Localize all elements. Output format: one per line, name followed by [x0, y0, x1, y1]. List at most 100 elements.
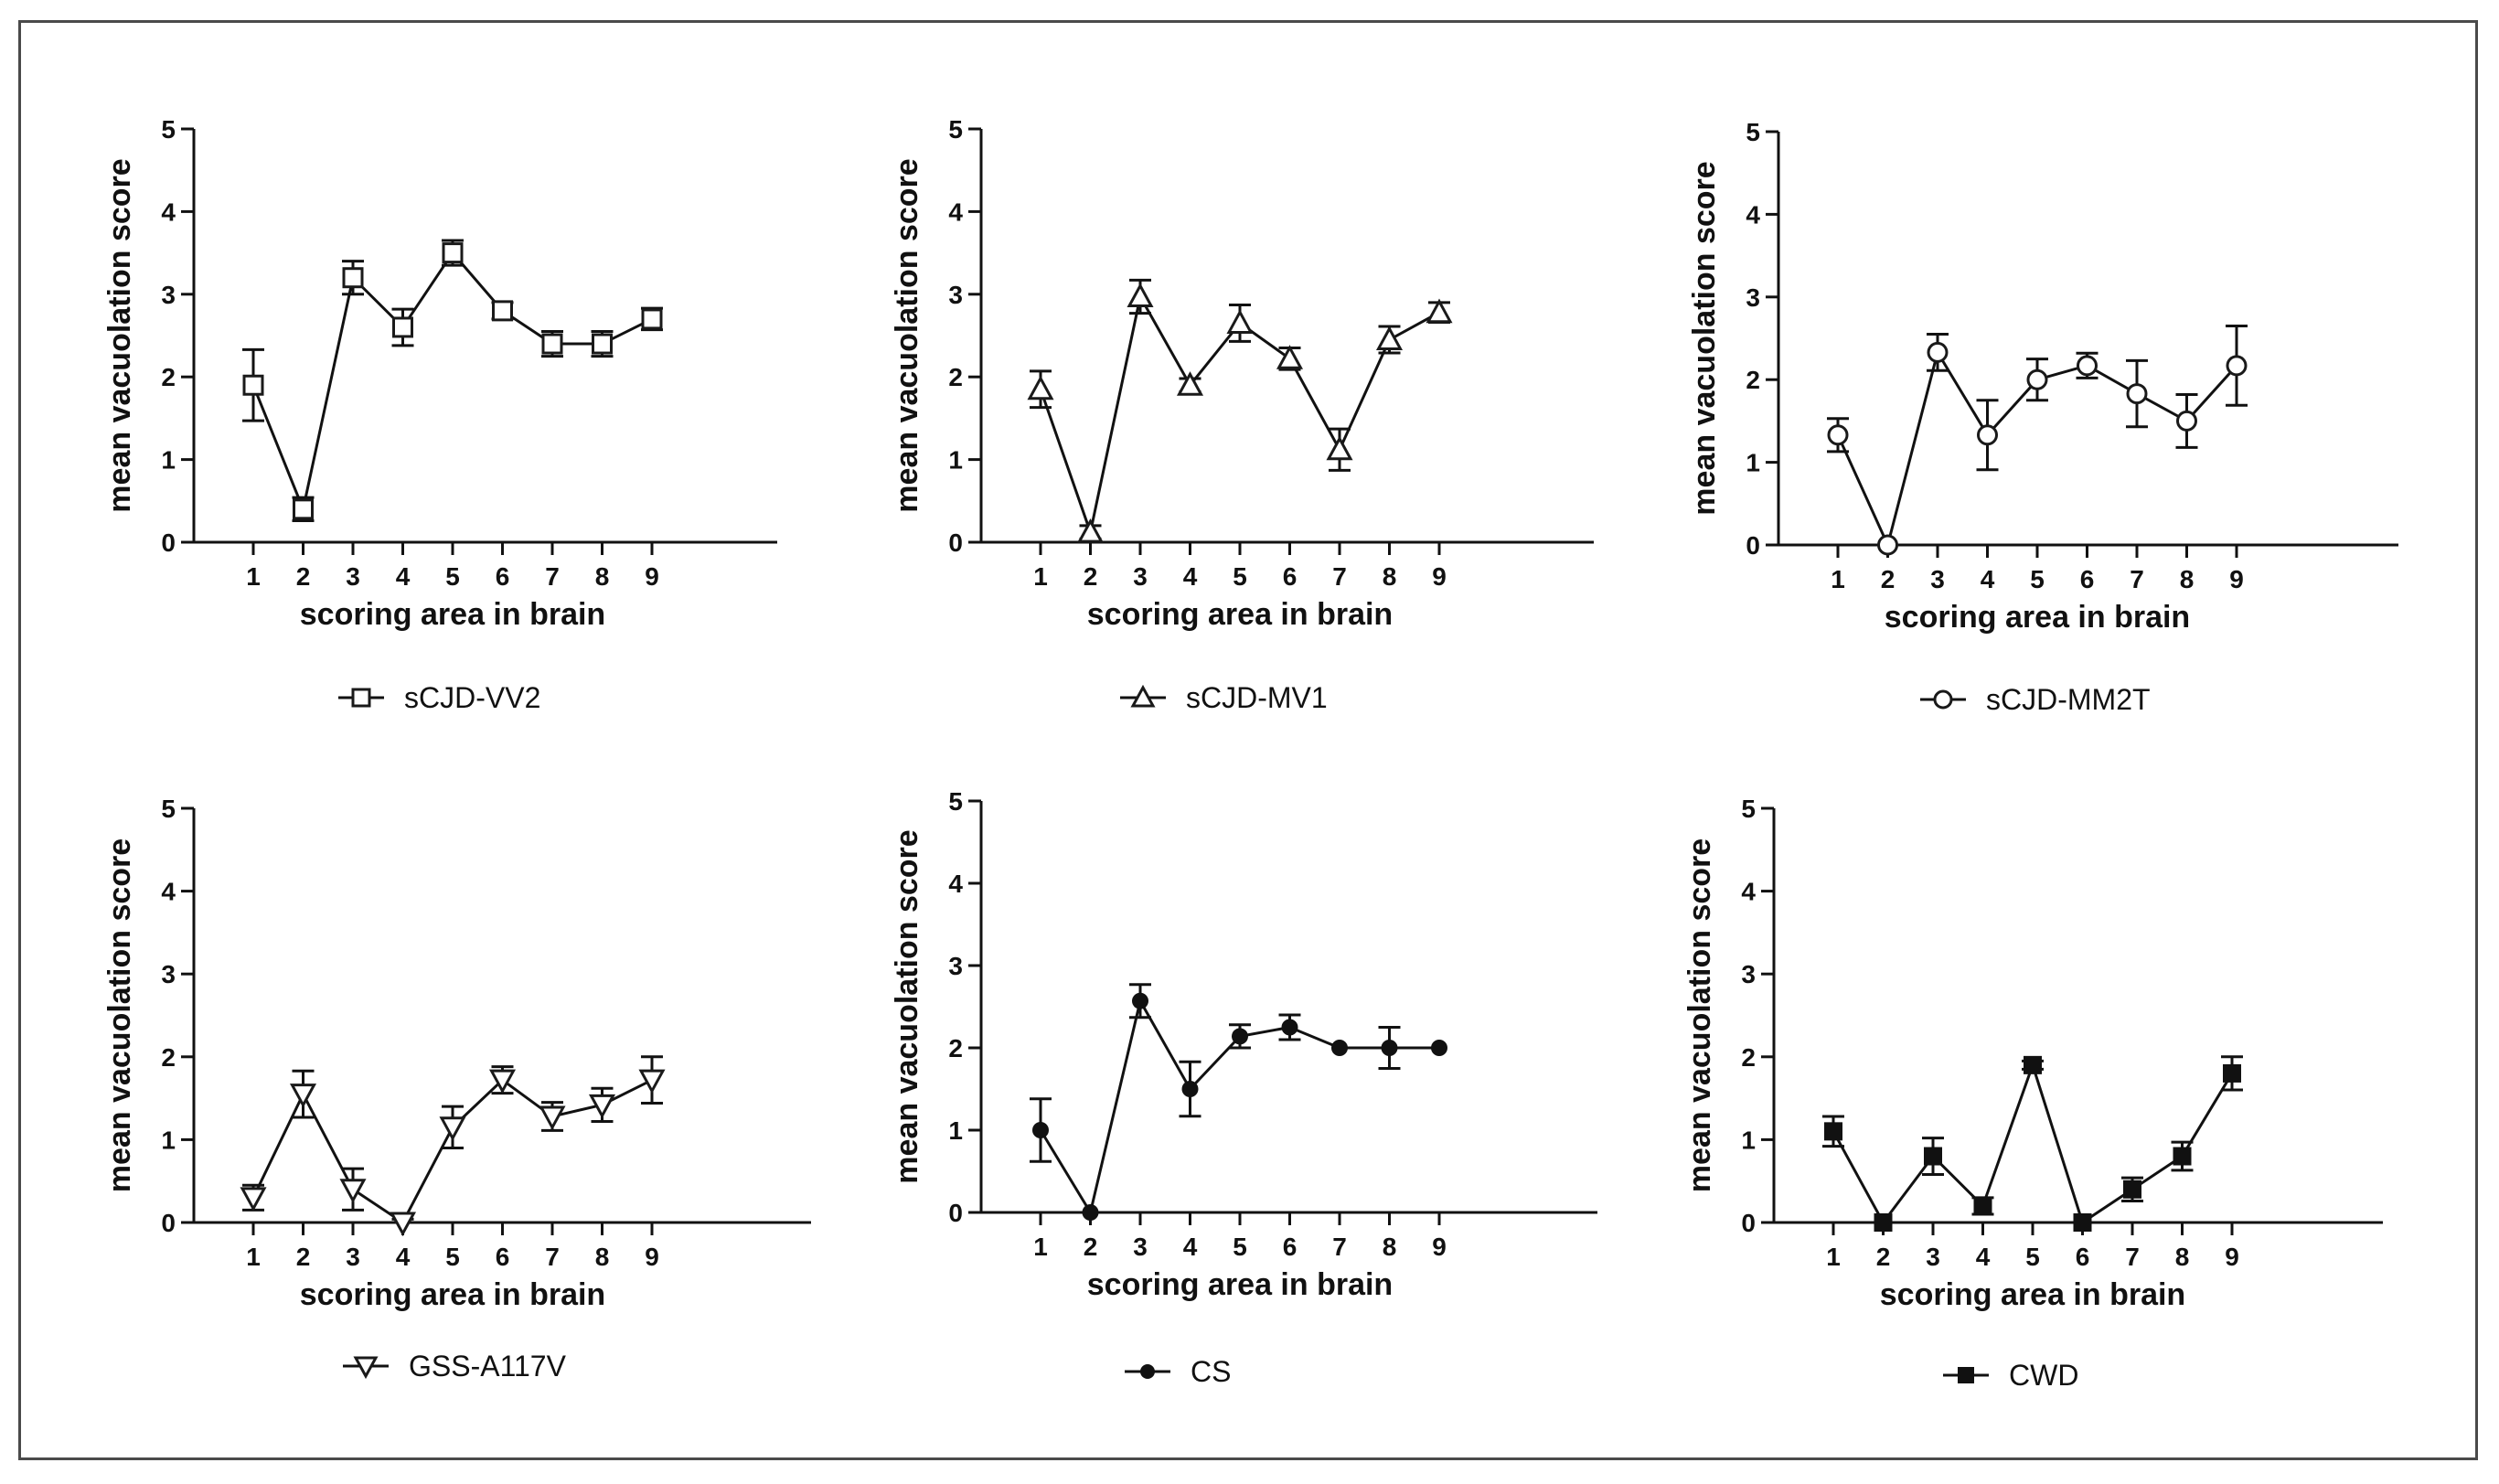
data-point	[392, 316, 413, 338]
y-tick-label: 5	[161, 795, 176, 823]
y-tick-label: 2	[1746, 366, 1760, 394]
x-tick-label: 7	[1332, 1233, 1347, 1261]
data-point	[1181, 1081, 1199, 1097]
data-point	[492, 300, 513, 322]
x-tick-label: 6	[1283, 562, 1298, 591]
data-point	[1127, 283, 1154, 308]
data-point	[592, 333, 613, 355]
data-point	[1977, 424, 1998, 446]
data-point	[638, 1069, 666, 1094]
x-tick-label: 7	[2125, 1243, 2140, 1271]
data-point	[1226, 309, 1254, 334]
x-tick-label: 3	[1133, 1233, 1148, 1261]
legend-label: sCJD-MM2T	[1986, 683, 2151, 716]
legend: sCJD-MV1	[1120, 681, 1328, 714]
x-tick-label: 4	[396, 1243, 411, 1271]
legend-label: sCJD-VV2	[404, 681, 540, 714]
chart-panel-2: 0 1 2 3 4 5 1 2 3 4 5 6 7 8 9 scoring area in brain mean…	[890, 115, 1594, 714]
data-point	[1927, 341, 1949, 363]
data-point	[1924, 1147, 1942, 1166]
x-tick-label: 5	[2025, 1243, 2040, 1271]
y-tick-label: 1	[161, 446, 176, 475]
x-axis-title: scoring area in brain	[300, 1277, 605, 1312]
data-point	[1326, 435, 1353, 461]
y-tick-label: 2	[948, 1034, 963, 1062]
data-point	[242, 374, 264, 396]
data-point	[2024, 1055, 2042, 1074]
x-tick-label: 7	[1332, 562, 1347, 591]
data-point	[1824, 1122, 1842, 1141]
y-tick-label: 3	[1746, 283, 1760, 312]
x-tick-label: 2	[296, 562, 311, 591]
x-tick-label: 1	[1033, 562, 1048, 591]
x-tick-label: 4	[1976, 1243, 1991, 1271]
data-point	[1381, 1040, 1398, 1056]
x-tick-label: 9	[2229, 565, 2244, 593]
legend-marker	[1958, 1367, 1974, 1383]
data-point	[442, 242, 464, 264]
y-tick-label: 5	[948, 115, 963, 144]
data-point	[1076, 518, 1105, 543]
data-point	[2173, 1147, 2192, 1166]
x-tick-label: 3	[346, 562, 360, 591]
x-tick-label: 2	[1876, 1243, 1891, 1271]
x-tick-label: 6	[1283, 1233, 1298, 1261]
data-point	[2073, 1213, 2092, 1232]
data-point	[2126, 383, 2148, 405]
legend: CS	[1125, 1355, 1231, 1388]
x-tick-label: 1	[1033, 1233, 1048, 1261]
data-point	[539, 1105, 566, 1131]
data-point	[1281, 1019, 1298, 1036]
y-tick-label: 2	[161, 1043, 176, 1072]
x-tick-label: 3	[1930, 565, 1945, 593]
y-tick-label: 0	[161, 1209, 176, 1237]
chart-panel-5: 0 1 2 3 4 5 1 2 3 4 5 6 7 8 9 scoring area in brain mean…	[890, 787, 1597, 1388]
y-tick-label: 4	[948, 870, 963, 898]
x-tick-label: 7	[2130, 565, 2144, 593]
data-point	[1874, 1213, 1893, 1232]
data-point	[2176, 410, 2197, 432]
chart-panel-4: 0 1 2 3 4 5 1 2 3 4 5 6 7 8 9 scoring area in brain mean…	[102, 795, 811, 1383]
legend-label: sCJD-MV1	[1186, 681, 1328, 714]
x-axis-title: scoring area in brain	[1087, 597, 1393, 632]
series-line	[251, 1078, 653, 1225]
y-tick-label: 4	[161, 878, 176, 906]
x-tick-label: 7	[545, 1243, 560, 1271]
data-point	[293, 498, 314, 520]
data-point	[1877, 534, 1898, 556]
x-tick-label: 9	[645, 562, 659, 591]
data-point	[1375, 326, 1404, 351]
y-tick-label: 2	[161, 363, 176, 391]
data-point	[1032, 1122, 1049, 1138]
x-tick-label: 6	[2076, 1243, 2090, 1271]
x-tick-label: 2	[296, 1243, 311, 1271]
data-point	[541, 333, 563, 355]
y-tick-label: 3	[161, 960, 176, 988]
legend: CWD	[1943, 1359, 2078, 1392]
data-point	[1027, 375, 1054, 400]
legend: sCJD-MM2T	[1920, 683, 2151, 716]
y-tick-label: 5	[161, 115, 176, 144]
x-tick-label: 3	[1133, 562, 1148, 591]
data-point	[342, 267, 364, 289]
x-tick-label: 5	[1233, 562, 1247, 591]
x-tick-label: 4	[396, 562, 411, 591]
chart-panel-3: 0 1 2 3 4 5 1 2 3 4 5 6 7 8 9 scoring area in brain mean…	[1687, 118, 2398, 716]
x-tick-label: 9	[1432, 562, 1447, 591]
y-tick-label: 0	[1741, 1209, 1756, 1237]
legend-marker	[1130, 684, 1156, 708]
data-point	[1232, 1028, 1248, 1045]
x-tick-label: 4	[1981, 565, 1995, 593]
x-tick-label: 8	[1383, 1233, 1397, 1261]
y-tick-label: 3	[1741, 960, 1756, 988]
data-point	[1331, 1040, 1348, 1056]
x-tick-label: 9	[645, 1243, 659, 1271]
x-tick-label: 1	[1826, 1243, 1841, 1271]
data-point	[389, 1212, 417, 1237]
data-point	[488, 1069, 517, 1094]
y-tick-label: 1	[1741, 1126, 1756, 1154]
x-tick-label: 5	[445, 1243, 460, 1271]
y-axis-title: mean vacuolation score	[1687, 161, 1722, 515]
data-point	[439, 1116, 466, 1141]
legend: sCJD-VV2	[338, 681, 540, 714]
